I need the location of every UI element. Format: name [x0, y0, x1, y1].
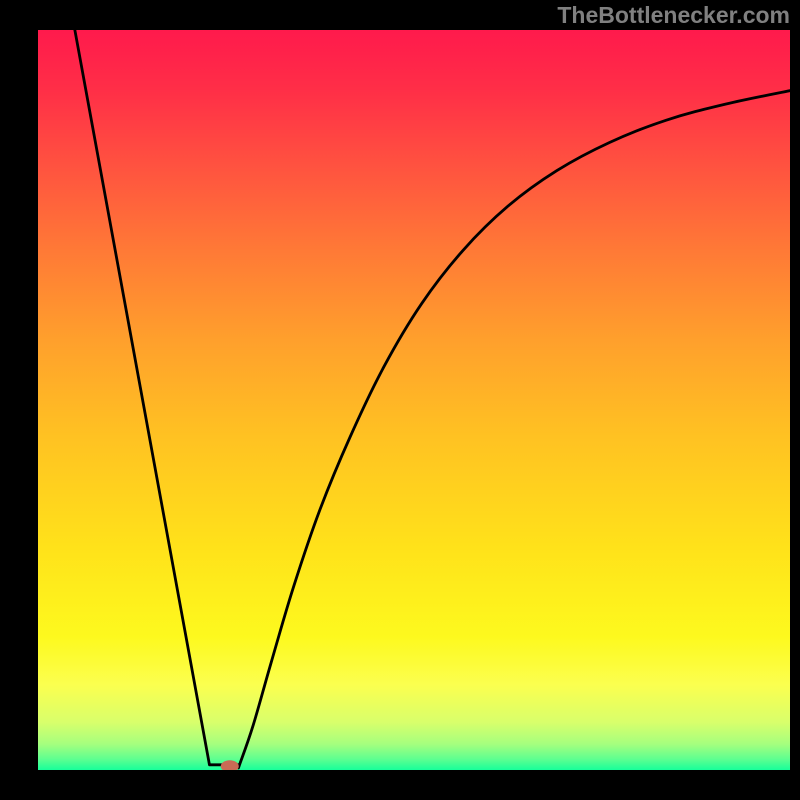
chart-container: TheBottlenecker.com [0, 0, 800, 800]
watermark-text: TheBottlenecker.com [557, 2, 790, 29]
plot-area [38, 30, 790, 770]
gradient-background [38, 30, 790, 770]
